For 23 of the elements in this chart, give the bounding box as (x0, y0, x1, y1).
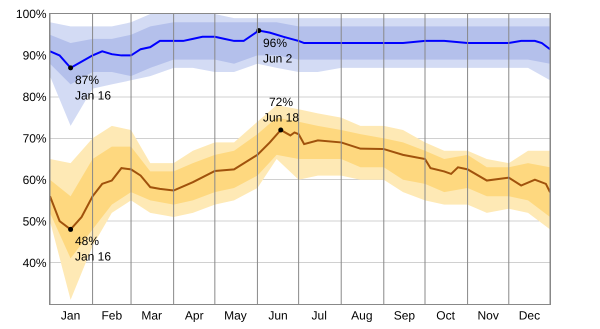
x-tick-label: Feb (101, 308, 122, 322)
annotation: 48% Jan 16 (75, 234, 112, 264)
annotation: 96% Jun 2 (263, 36, 293, 66)
x-tick-label: Mar (141, 308, 162, 322)
x-tick-label: May (224, 308, 247, 322)
x-tick-label: Jun (268, 308, 288, 322)
y-tick-label: 80% (22, 90, 47, 104)
x-tick-label: Dec (518, 308, 540, 322)
y-tick-label: 100% (16, 7, 47, 22)
y-tick-label: 90% (22, 48, 47, 63)
y-tick-label: 50% (22, 214, 47, 228)
annotation: 72% Jun 18 (263, 95, 300, 125)
x-tick-label: Aug (351, 308, 372, 322)
y-tick-label: 60% (22, 172, 47, 187)
annotation: 87% Jan 16 (75, 73, 112, 103)
y-tick-label: 70% (22, 131, 47, 146)
x-tick-label: Apr (184, 308, 204, 322)
x-tick-label: Nov (478, 308, 499, 322)
x-tick-label: Jan (60, 308, 80, 322)
x-tick-label: Jul (312, 308, 327, 322)
x-tick-label: Sep (394, 308, 416, 322)
y-tick-label: 40% (22, 256, 47, 270)
x-tick-label: Oct (436, 308, 456, 322)
